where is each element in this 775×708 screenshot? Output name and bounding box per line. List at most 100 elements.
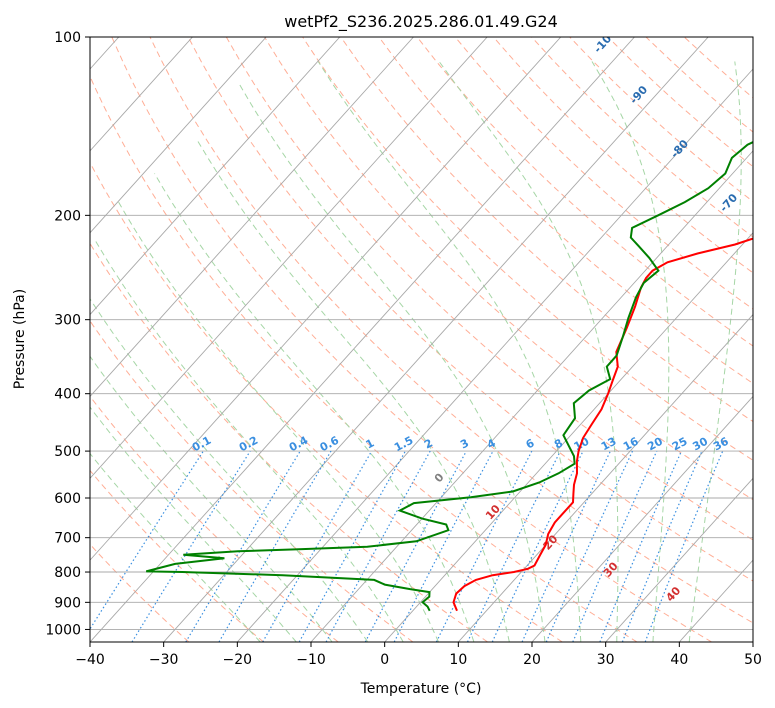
mixing-ratio-line bbox=[185, 450, 301, 642]
y-tick-label: 400 bbox=[54, 387, 81, 403]
isotherm-line bbox=[384, 232, 753, 642]
isotherm-line bbox=[163, 37, 709, 642]
mixing-ratio-line bbox=[644, 450, 724, 642]
dry-adiabat-label: -70 bbox=[717, 191, 740, 215]
isotherm-line bbox=[605, 477, 753, 642]
dry-adiabat-line bbox=[454, 37, 753, 310]
isotherm-line bbox=[90, 37, 562, 561]
y-axis-label: Pressure (hPa) bbox=[12, 289, 28, 389]
isotherm-line bbox=[90, 37, 635, 642]
dry-adiabat-line bbox=[493, 37, 753, 274]
dry-adiabat-line bbox=[90, 242, 488, 642]
moist-adiabat-line bbox=[94, 239, 404, 642]
dry-adiabat-line bbox=[90, 320, 414, 642]
dry-adiabat-line bbox=[90, 469, 264, 642]
mixing-ratio-line bbox=[621, 450, 703, 642]
isotherm-line bbox=[236, 68, 753, 642]
mixing-ratio-line bbox=[491, 450, 584, 642]
x-tick-label: −40 bbox=[75, 652, 105, 668]
y-tick-label: 800 bbox=[54, 565, 81, 581]
chart-title: wetPf2_S236.2025.286.01.49.G24 bbox=[284, 12, 558, 32]
mixing-ratio-line bbox=[599, 450, 682, 642]
skewt-background-lines: 0.1 0.2 0.4 0.6 1 1.5 2 3 4 6 8 10 13 16 20 25 30 36-100-… bbox=[90, 26, 753, 642]
mixing-ratio-line bbox=[90, 450, 204, 631]
y-tick-label: 100 bbox=[54, 30, 81, 46]
y-tick-label: 700 bbox=[54, 531, 81, 547]
dewpoint-profile-line bbox=[145, 140, 753, 612]
dry-adiabat-line bbox=[111, 37, 712, 642]
y-tick-label: 300 bbox=[54, 313, 81, 329]
dry-adiabat-line bbox=[645, 37, 753, 133]
mixing-ratio-line bbox=[545, 450, 634, 642]
mixing-ratio-label: 30 bbox=[690, 435, 710, 454]
plot-frame bbox=[89, 36, 754, 643]
y-tick-label: 900 bbox=[54, 595, 81, 611]
dry-adiabat-line bbox=[264, 37, 753, 501]
isotherm-line bbox=[310, 150, 753, 642]
moist-adiabat-line bbox=[90, 406, 297, 642]
x-tick-label: 30 bbox=[597, 652, 615, 668]
mixing-ratio-label: 13 bbox=[599, 435, 619, 454]
moist-adiabat-line bbox=[317, 61, 582, 642]
mixing-ratio-line bbox=[325, 450, 431, 642]
isotherm-line bbox=[90, 37, 414, 398]
dry-adiabat-label: -80 bbox=[668, 137, 691, 161]
dry-adiabat-line bbox=[683, 37, 753, 99]
dry-adiabat-label: -90 bbox=[627, 83, 650, 107]
x-tick-label: −20 bbox=[223, 652, 253, 668]
dry-adiabat-line bbox=[225, 37, 753, 541]
dry-adiabat-line bbox=[90, 161, 563, 642]
mixing-ratio-label: 2 bbox=[422, 436, 435, 451]
mixing-ratio-label: 36 bbox=[711, 435, 731, 454]
temperature-profile-line bbox=[452, 237, 753, 612]
isotherm-line bbox=[90, 37, 341, 316]
mixing-ratio-line bbox=[572, 450, 658, 642]
dry-adiabat-label: -100 bbox=[591, 26, 619, 55]
x-tick-label: −10 bbox=[296, 652, 326, 668]
moist-adiabat-line bbox=[688, 61, 742, 642]
x-tick-label: 10 bbox=[449, 652, 467, 668]
moist-adiabat-line bbox=[118, 201, 439, 642]
isotherm-line bbox=[90, 37, 267, 234]
y-tick-label: 200 bbox=[54, 208, 81, 224]
mixing-ratio-label: 16 bbox=[621, 435, 641, 454]
mixing-ratio-line bbox=[131, 450, 251, 642]
mixing-ratio-label: 4 bbox=[485, 436, 498, 451]
y-tick-label: 1000 bbox=[45, 622, 81, 638]
mixing-ratio-label: 25 bbox=[670, 435, 690, 454]
dry-adiabat-line bbox=[149, 37, 753, 624]
dry-adiabat-line bbox=[90, 543, 190, 642]
moist-adiabat-line bbox=[591, 61, 670, 642]
isotherm-line bbox=[457, 313, 753, 642]
mixing-ratio-label: 20 bbox=[645, 435, 665, 454]
moist-adiabat-line bbox=[154, 173, 475, 642]
mixing-ratio-line bbox=[435, 450, 533, 642]
x-tick-label: 20 bbox=[523, 652, 541, 668]
moist-adiabat-label: 40 bbox=[663, 584, 683, 604]
mixing-ratio-line bbox=[298, 450, 406, 642]
axis-ticks: −40 −30 −20 −10 0 10 20 30 40 5010020030040050060… bbox=[45, 30, 762, 668]
mixing-ratio-line bbox=[364, 450, 467, 642]
x-tick-label: 0 bbox=[380, 652, 389, 668]
x-tick-label: 50 bbox=[744, 652, 762, 668]
dry-adiabat-line bbox=[416, 37, 753, 347]
isotherm-line bbox=[531, 395, 753, 642]
profile-series bbox=[145, 140, 753, 612]
moist-adiabat-line bbox=[438, 61, 619, 642]
dry-adiabat-line bbox=[90, 395, 339, 642]
x-tick-label: −30 bbox=[149, 652, 179, 668]
isotherm-line bbox=[90, 37, 488, 480]
y-tick-label: 600 bbox=[54, 491, 81, 507]
moist-adiabat-line bbox=[90, 452, 261, 642]
y-tick-label: 500 bbox=[54, 444, 81, 460]
dry-adiabat-line bbox=[378, 37, 753, 385]
dry-adiabat-line bbox=[531, 37, 753, 238]
dry-adiabat-line bbox=[607, 37, 753, 168]
moist-adiabat-line bbox=[90, 355, 333, 642]
mixing-ratio-label: 1 bbox=[364, 436, 377, 451]
moist-adiabat-label: 0 bbox=[432, 471, 447, 486]
isotherm-line bbox=[678, 559, 753, 642]
x-tick-label: 40 bbox=[670, 652, 688, 668]
mixing-ratio-label: 6 bbox=[524, 436, 537, 451]
